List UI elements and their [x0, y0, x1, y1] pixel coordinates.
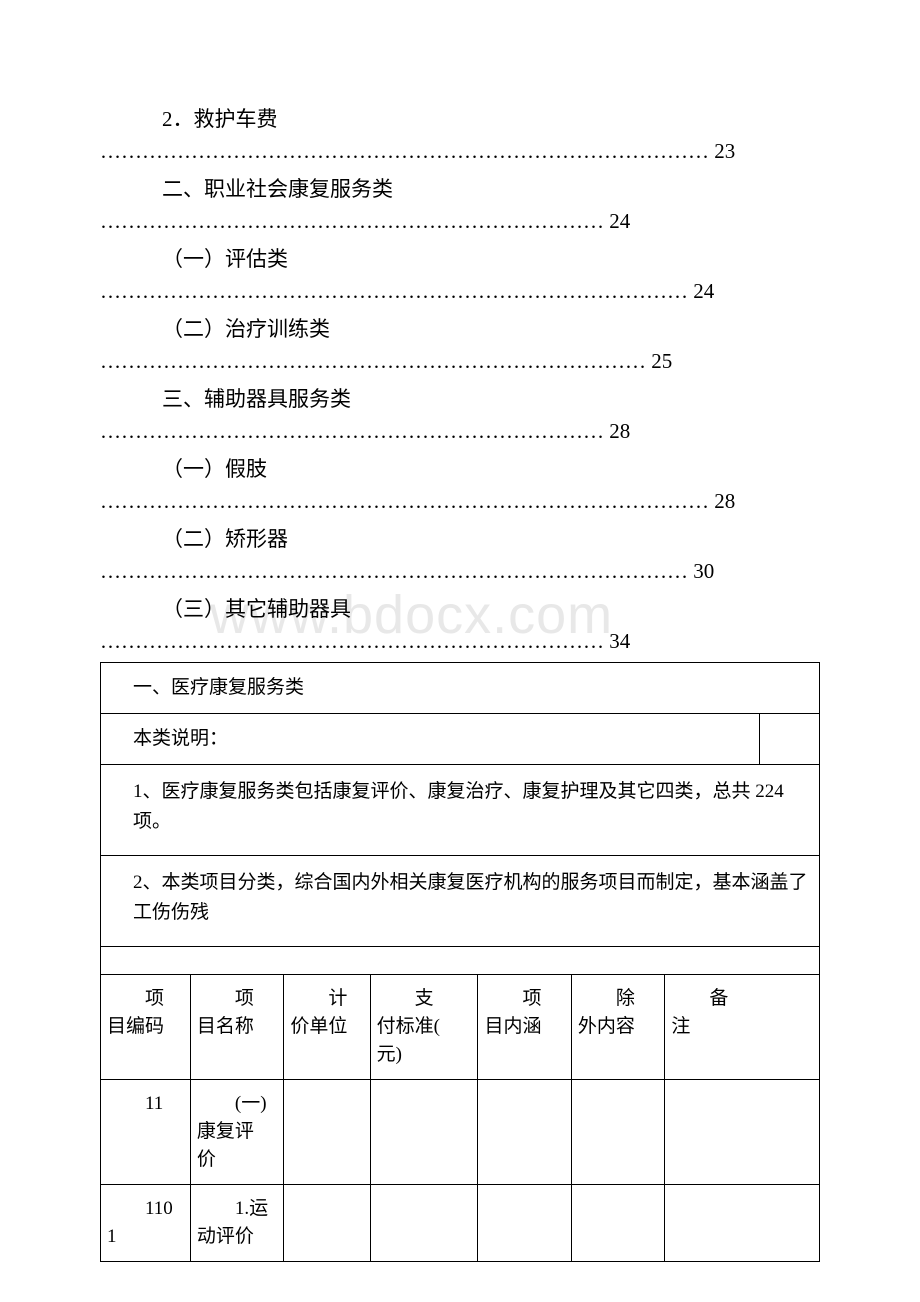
toc-dots-line: …………………………………………………………………………… 23 [100, 138, 820, 164]
toc-title: （一）评估类 [100, 240, 820, 278]
header-unit: 计价单位 [284, 975, 370, 1080]
section-empty-cell [759, 714, 819, 764]
cell-content [478, 1185, 571, 1262]
table-row: 11 (一)康复评价 [101, 1080, 820, 1185]
header-content: 项目内涵 [478, 975, 571, 1080]
header-remark: 备注 [665, 975, 820, 1080]
toc-title: （三）其它辅助器具 [100, 590, 820, 628]
empty-divider-row [100, 947, 820, 975]
table-of-contents: 2．救护车费 …………………………………………………………………………… 23 … [100, 100, 820, 654]
toc-entry: （一）假肢 …………………………………………………………………………… 28 [100, 450, 820, 514]
toc-dots-line: ……………………………………………………………… 34 [100, 628, 820, 654]
table-row: 1101 1.运动评价 [101, 1185, 820, 1262]
cell-standard [370, 1185, 478, 1262]
toc-entry: 二、职业社会康复服务类 ……………………………………………………………… 24 [100, 170, 820, 234]
toc-title: （二）矫形器 [100, 520, 820, 558]
section-note: 2、本类项目分类，综合国内外相关康复医疗机构的服务项目而制定，基本涵盖了工伤伤残 [100, 856, 820, 947]
cell-code: 11 [101, 1080, 191, 1185]
toc-entry: 2．救护车费 …………………………………………………………………………… 23 [100, 100, 820, 164]
toc-entry: （二）矫形器 ………………………………………………………………………… 30 [100, 520, 820, 584]
toc-title: 2．救护车费 [100, 100, 820, 138]
header-name: 项目名称 [190, 975, 283, 1080]
cell-exclude [571, 1080, 664, 1185]
toc-dots-line: ……………………………………………………………… 24 [100, 208, 820, 234]
toc-dots-line: ………………………………………………………………………… 30 [100, 558, 820, 584]
toc-dots-line: …………………………………………………………………………… 28 [100, 488, 820, 514]
service-table: 项目编码 项目名称 计价单位 支付标准(元) 项目内涵 除外内容 备注 11 (… [100, 975, 820, 1262]
cell-exclude [571, 1185, 664, 1262]
toc-entry: （二）治疗训练类 …………………………………………………………………… 25 [100, 310, 820, 374]
toc-entry: （三）其它辅助器具 ……………………………………………………………… 34 [100, 590, 820, 654]
cell-name: (一)康复评价 [190, 1080, 283, 1185]
header-code: 项目编码 [101, 975, 191, 1080]
cell-unit [284, 1185, 370, 1262]
toc-dots-line: ……………………………………………………………… 28 [100, 418, 820, 444]
toc-dots-line: …………………………………………………………………… 25 [100, 348, 820, 374]
section-subtitle-row: 本类说明： [100, 714, 820, 765]
cell-remark [665, 1185, 820, 1262]
toc-entry: （一）评估类 ………………………………………………………………………… 24 [100, 240, 820, 304]
toc-entry: 三、辅助器具服务类 ……………………………………………………………… 28 [100, 380, 820, 444]
header-exclude: 除外内容 [571, 975, 664, 1080]
cell-standard [370, 1080, 478, 1185]
section-subtitle: 本类说明： [101, 714, 759, 764]
toc-title: （一）假肢 [100, 450, 820, 488]
cell-remark [665, 1080, 820, 1185]
cell-name: 1.运动评价 [190, 1185, 283, 1262]
table-header-row: 项目编码 项目名称 计价单位 支付标准(元) 项目内涵 除外内容 备注 [101, 975, 820, 1080]
section-note: 1、医疗康复服务类包括康复评价、康复治疗、康复护理及其它四类，总共 224 项。 [100, 765, 820, 856]
toc-title: 三、辅助器具服务类 [100, 380, 820, 418]
section-title: 一、医疗康复服务类 [100, 662, 820, 714]
toc-dots-line: ………………………………………………………………………… 24 [100, 278, 820, 304]
cell-content [478, 1080, 571, 1185]
toc-title: （二）治疗训练类 [100, 310, 820, 348]
cell-unit [284, 1080, 370, 1185]
cell-code: 1101 [101, 1185, 191, 1262]
toc-title: 二、职业社会康复服务类 [100, 170, 820, 208]
header-standard: 支付标准(元) [370, 975, 478, 1080]
